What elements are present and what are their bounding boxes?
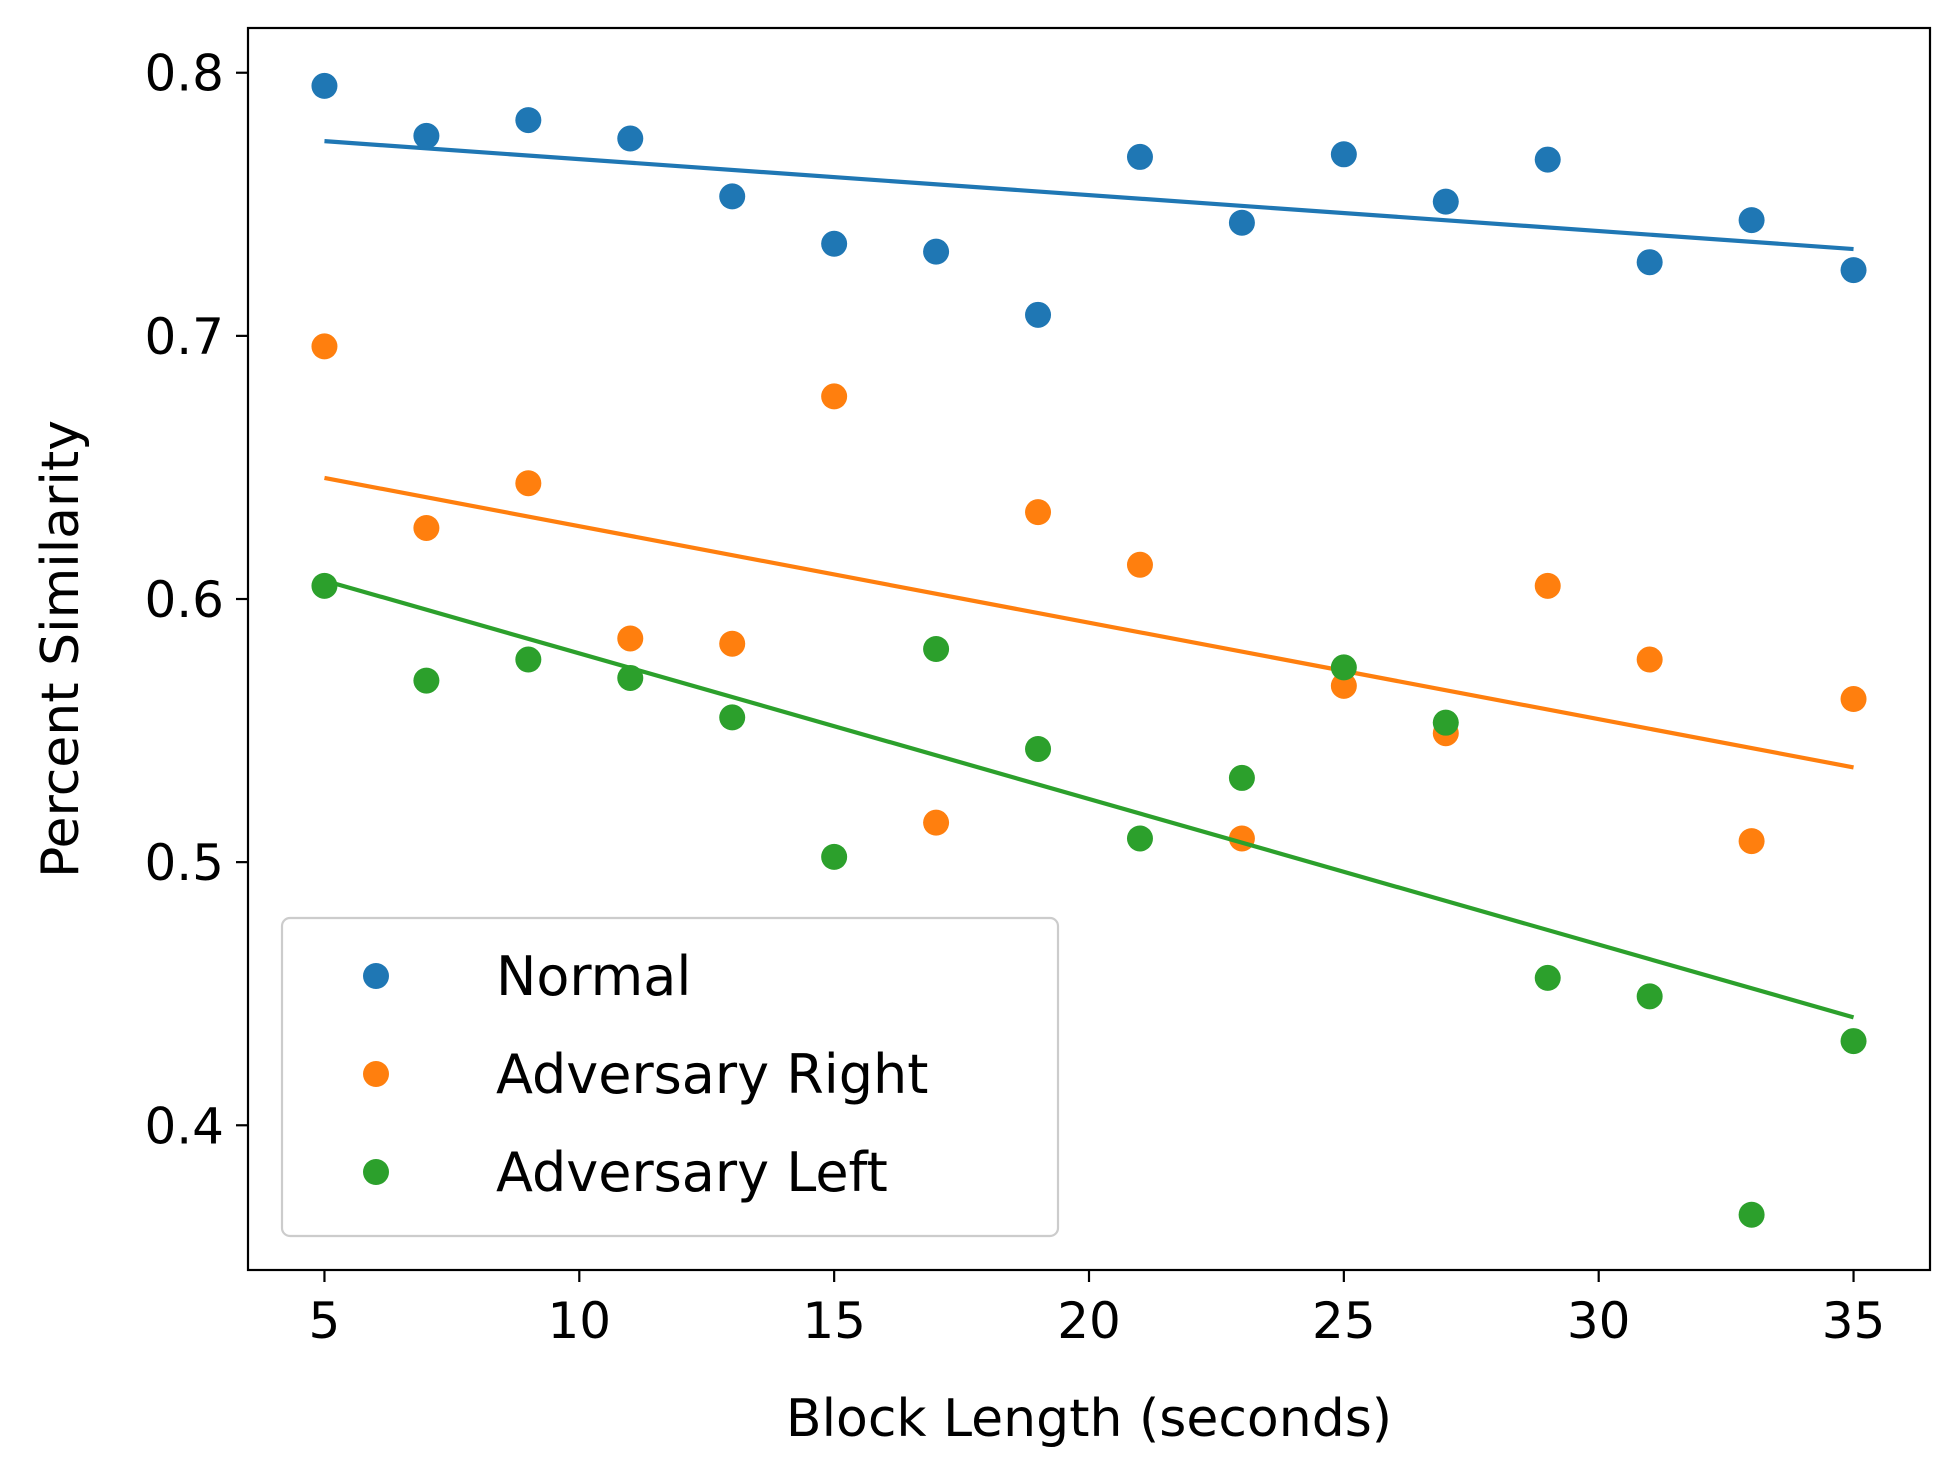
legend-label-normal: Normal	[496, 945, 691, 1008]
axis-ticks: 5 10 15 20 25 30 35 0.4 0.5 0.6 0.7 0.8	[144, 45, 1885, 1350]
data-point-adversary-left	[1534, 964, 1561, 991]
data-point-adversary-right	[1330, 672, 1357, 699]
x-tick-label: 15	[802, 1292, 866, 1350]
data-point-normal	[617, 125, 644, 152]
x-tick-label: 10	[547, 1292, 611, 1350]
data-point-normal	[1636, 249, 1663, 276]
y-tick-label: 0.7	[144, 308, 224, 366]
y-tick-label: 0.5	[144, 834, 224, 892]
data-point-adversary-right	[1636, 646, 1663, 673]
trend-line-adversary-left	[323, 578, 1855, 1020]
data-point-normal	[1432, 188, 1459, 215]
y-axis-label: Percent Similarity	[31, 420, 91, 878]
data-point-adversary-left	[1126, 825, 1153, 852]
data-point-normal	[1126, 143, 1153, 170]
data-point-normal	[821, 230, 848, 257]
legend: Normal Adversary Right Adversary Left	[280, 916, 1060, 1238]
data-point-normal	[413, 122, 440, 149]
data-point-adversary-left	[923, 636, 950, 662]
data-point-adversary-left	[821, 843, 848, 870]
data-point-normal	[1228, 209, 1255, 236]
data-point-adversary-right	[413, 514, 440, 541]
x-tick-label: 35	[1822, 1292, 1886, 1350]
data-point-normal	[1025, 301, 1052, 328]
data-point-adversary-left	[1432, 709, 1459, 736]
data-point-normal	[1330, 141, 1357, 168]
data-point-adversary-left	[1840, 1028, 1867, 1055]
data-point-adversary-left	[1228, 764, 1255, 791]
data-point-normal	[1840, 257, 1867, 284]
data-point-adversary-left	[413, 667, 440, 694]
data-point-adversary-left	[1636, 983, 1663, 1010]
data-point-adversary-right	[821, 383, 848, 410]
data-point-adversary-left	[617, 664, 644, 691]
data-point-adversary-right	[311, 333, 338, 360]
data-point-normal	[515, 107, 542, 134]
legend-marker-adversary-right	[363, 1061, 389, 1087]
y-tick-label: 0.4	[144, 1097, 224, 1155]
legend-label-adversary-right: Adversary Right	[496, 1043, 928, 1106]
data-point-adversary-right	[515, 470, 542, 497]
data-point-adversary-left	[1738, 1201, 1765, 1228]
data-point-adversary-right	[1025, 499, 1052, 526]
legend-marker-normal	[363, 963, 389, 989]
plot-marks	[311, 72, 1867, 1228]
x-tick-label: 25	[1312, 1292, 1376, 1350]
y-tick-label: 0.6	[144, 571, 224, 629]
data-point-adversary-right	[719, 630, 746, 657]
data-point-adversary-left	[311, 572, 338, 599]
legend-marker-adversary-left	[363, 1159, 389, 1185]
data-point-adversary-right	[1840, 685, 1867, 712]
x-tick-label: 20	[1057, 1292, 1121, 1350]
trend-line-adversary-right	[324, 475, 1854, 770]
data-point-adversary-right	[617, 625, 644, 652]
data-point-normal	[1534, 146, 1561, 173]
x-tick-label: 30	[1567, 1292, 1631, 1350]
data-point-normal	[923, 238, 950, 265]
data-point-adversary-left	[719, 704, 746, 731]
data-point-adversary-right	[1126, 551, 1153, 578]
legend-label-adversary-left: Adversary Left	[496, 1141, 888, 1204]
data-point-adversary-right	[1738, 828, 1765, 855]
x-tick-label: 5	[309, 1292, 341, 1350]
data-point-adversary-left	[1025, 735, 1052, 762]
data-point-normal	[1738, 207, 1765, 234]
data-point-normal	[719, 183, 746, 210]
y-tick-label: 0.8	[144, 45, 224, 103]
data-point-adversary-left	[515, 646, 542, 673]
data-point-adversary-right	[1534, 572, 1561, 599]
trend-line-normal	[324, 139, 1854, 252]
data-point-adversary-left	[1330, 654, 1357, 681]
x-axis-label: Block Length (seconds)	[786, 1389, 1392, 1449]
data-point-normal	[311, 72, 338, 99]
legend-box	[280, 916, 1060, 1238]
data-point-adversary-right	[923, 809, 950, 836]
